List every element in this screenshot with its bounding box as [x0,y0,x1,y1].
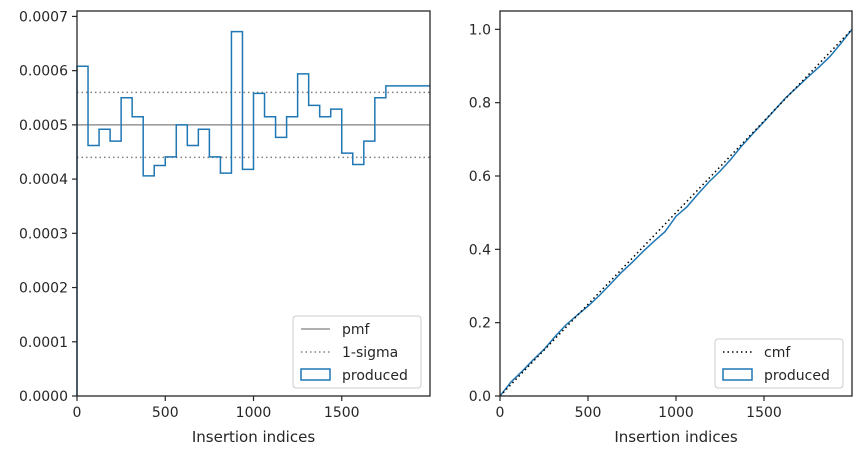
left-y-tick-label: 0.0004 [19,172,68,188]
left-y-ticks: 0.0000 0.0001 0.0002 0.0003 0.0004 0.0005 0.00… [19,9,77,405]
left-legend-box [292,315,422,389]
right-y-ticks: 0.0 0.2 0.4 0.6 0.8 1.0 [469,22,500,405]
left-x-tick-label: 0 [73,405,82,421]
left-produced-step-line [76,30,430,396]
right-x-tick-label: 500 [575,405,602,421]
right-x-axis-label: Insertion indices [614,428,737,446]
right-x-tick-label: 0 [496,405,505,421]
left-y-tick-label: 0.0001 [19,335,68,351]
left-legend-produced-label: produced [342,368,408,384]
left-x-ticks: 0 500 1000 1500 [73,396,360,421]
right-x-tick-label: 1500 [746,405,782,421]
left-y-tick-label: 0.0002 [19,281,68,297]
left-panel: 0 500 1000 1500 0.00000.00010.00020.00030.0… [19,9,431,446]
right-plot-area [499,28,853,397]
right-y-tick-label: 0.4 [469,242,491,258]
left-x-tick-label: 500 [152,405,179,421]
right-cmf-line [499,28,853,397]
left-legend-sigma-label: 1-sigma [342,345,398,361]
left-legend: pmf 1-sigma produced [292,315,422,389]
right-y-tick-label: 0.0 [469,389,491,405]
left-y-tick-label: 0.0003 [19,226,68,242]
right-y-tick-label: 0.2 [469,316,491,332]
right-legend: cmf produced [714,338,844,389]
right-legend-cmf-label: cmf [764,345,791,361]
left-x-tick-label: 1000 [236,405,272,421]
left-y-tick-label: 0.0005 [19,118,68,134]
right-y-tick-label: 0.6 [469,169,491,185]
left-legend-pmf-label: pmf [342,322,371,338]
right-legend-produced-label: produced [764,368,830,384]
left-x-tick-label: 1500 [324,405,360,421]
right-y-tick-label: 1.0 [469,22,491,38]
right-panel: 0 500 1000 1500 0.0 0.2 0.4 0.6 0.8 1.0 Insertio… [469,10,853,446]
left-x-axis-label: Insertion indices [192,428,315,446]
left-plot-area [76,30,430,396]
right-x-ticks: 0 500 1000 1500 [496,396,782,421]
left-y-tick-label: 0.0007 [19,9,68,25]
right-x-tick-label: 1000 [658,405,694,421]
left-y-tick-label: 0.0006 [19,64,68,80]
left-y-tick-label: 0.0000 [19,389,68,405]
left-legend-produced-swatch [300,368,331,381]
right-legend-produced-swatch [722,368,753,381]
right-y-tick-label: 0.8 [469,96,491,112]
